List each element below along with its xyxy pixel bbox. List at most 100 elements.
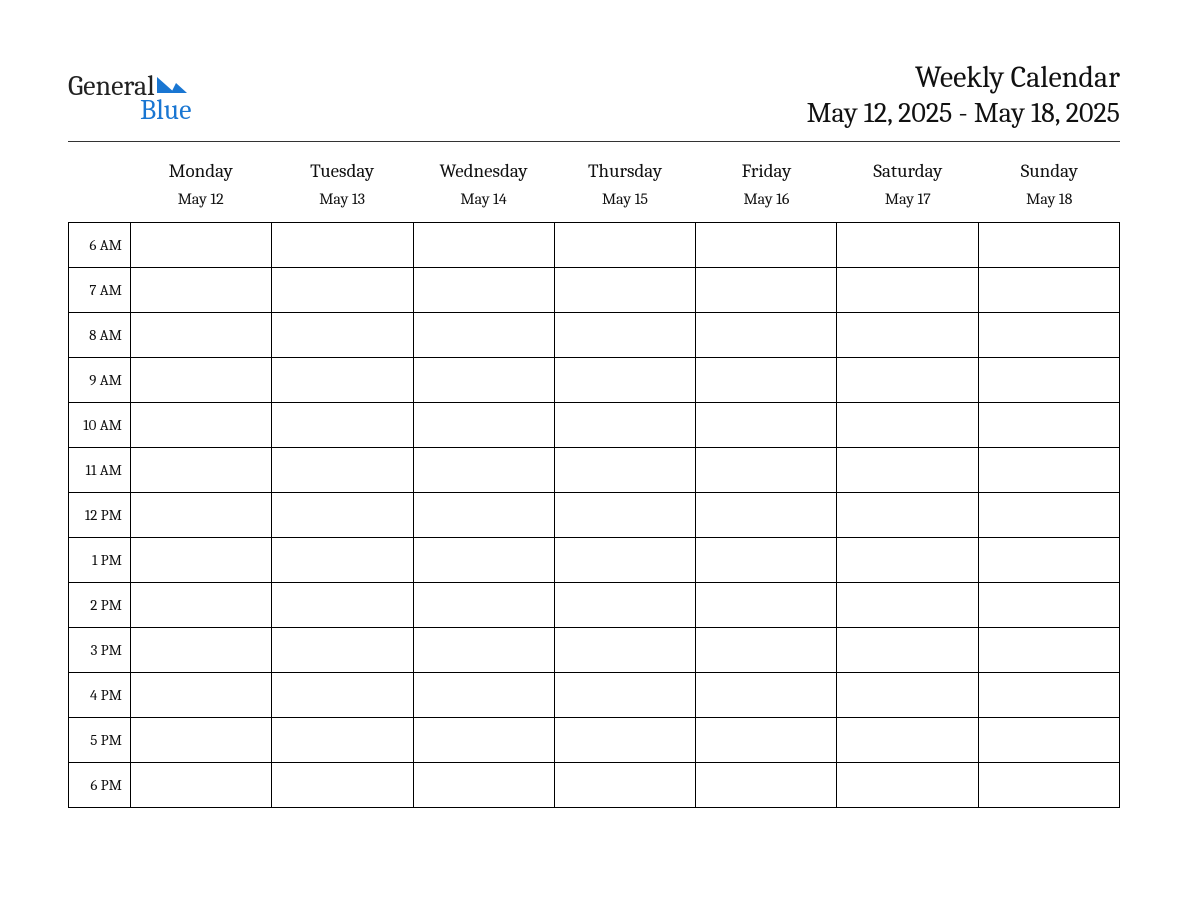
calendar-slot	[554, 357, 695, 402]
calendar-slot	[413, 717, 554, 762]
calendar-slot	[554, 492, 695, 537]
calendar-slot	[413, 312, 554, 357]
calendar-slot	[271, 582, 412, 627]
time-label: 8 AM	[68, 312, 130, 357]
day-name: Friday	[696, 160, 837, 182]
time-label: 4 PM	[68, 672, 130, 717]
page-header: General Blue Weekly Calendar May 12, 202…	[68, 60, 1120, 142]
calendar-slot	[836, 717, 977, 762]
calendar-slot	[413, 627, 554, 672]
time-label: 1 PM	[68, 537, 130, 582]
calendar-slot	[554, 312, 695, 357]
calendar-slot	[271, 267, 412, 312]
day-name: Monday	[130, 160, 271, 182]
calendar-slot	[695, 267, 836, 312]
calendar-slot	[413, 402, 554, 447]
calendar-slot	[978, 312, 1119, 357]
calendar-slot	[695, 447, 836, 492]
day-name: Wednesday	[413, 160, 554, 182]
time-label: 7 AM	[68, 267, 130, 312]
calendar-slot	[836, 357, 977, 402]
calendar: Monday May 12 Tuesday May 13 Wednesday M…	[68, 160, 1120, 808]
day-header: Wednesday May 14	[413, 160, 554, 208]
calendar-slot	[695, 312, 836, 357]
calendar-slot	[130, 357, 271, 402]
calendar-slot	[413, 672, 554, 717]
calendar-slot	[130, 717, 271, 762]
day-name: Thursday	[554, 160, 695, 182]
time-label: 2 PM	[68, 582, 130, 627]
calendar-slot	[695, 492, 836, 537]
day-name: Saturday	[837, 160, 978, 182]
calendar-slot	[978, 222, 1119, 267]
calendar-slot	[130, 447, 271, 492]
calendar-slot	[978, 672, 1119, 717]
calendar-slot	[695, 222, 836, 267]
time-label: 10 AM	[68, 402, 130, 447]
day-date: May 12	[130, 190, 271, 208]
calendar-slot	[554, 627, 695, 672]
day-header: Tuesday May 13	[271, 160, 412, 208]
calendar-slot	[695, 402, 836, 447]
calendar-slot	[695, 627, 836, 672]
day-date: May 17	[837, 190, 978, 208]
day-name: Sunday	[979, 160, 1120, 182]
time-label: 6 AM	[68, 222, 130, 267]
calendar-slot	[836, 222, 977, 267]
calendar-slot	[413, 762, 554, 807]
calendar-slot	[836, 402, 977, 447]
calendar-slot	[130, 537, 271, 582]
calendar-slot	[271, 537, 412, 582]
calendar-slot	[836, 627, 977, 672]
time-label: 3 PM	[68, 627, 130, 672]
day-header: Friday May 16	[696, 160, 837, 208]
calendar-slot	[554, 537, 695, 582]
calendar-slot	[836, 447, 977, 492]
calendar-slot	[271, 672, 412, 717]
day-date: May 16	[696, 190, 837, 208]
calendar-slot	[978, 357, 1119, 402]
calendar-slot	[271, 717, 412, 762]
calendar-slot	[130, 222, 271, 267]
calendar-slot	[978, 582, 1119, 627]
calendar-slot	[130, 672, 271, 717]
calendar-slot	[695, 762, 836, 807]
calendar-slot	[130, 582, 271, 627]
calendar-slot	[836, 582, 977, 627]
calendar-slot	[978, 267, 1119, 312]
time-label: 11 AM	[68, 447, 130, 492]
title-block: Weekly Calendar May 12, 2025 - May 18, 2…	[807, 60, 1120, 129]
day-header: Thursday May 15	[554, 160, 695, 208]
time-label: 5 PM	[68, 717, 130, 762]
calendar-slot	[130, 312, 271, 357]
calendar-slot	[554, 717, 695, 762]
time-label: 9 AM	[68, 357, 130, 402]
calendar-slot	[695, 717, 836, 762]
calendar-slot	[978, 537, 1119, 582]
time-label: 6 PM	[68, 762, 130, 807]
day-headers-row: Monday May 12 Tuesday May 13 Wednesday M…	[68, 160, 1120, 208]
date-range: May 12, 2025 - May 18, 2025	[807, 97, 1120, 129]
calendar-slot	[978, 447, 1119, 492]
calendar-slot	[271, 402, 412, 447]
calendar-slot	[130, 627, 271, 672]
calendar-slot	[554, 672, 695, 717]
time-label: 12 PM	[68, 492, 130, 537]
calendar-slot	[836, 672, 977, 717]
calendar-slot	[271, 627, 412, 672]
calendar-slot	[130, 762, 271, 807]
day-date: May 15	[554, 190, 695, 208]
calendar-slot	[413, 267, 554, 312]
calendar-slot	[978, 717, 1119, 762]
calendar-slot	[695, 582, 836, 627]
calendar-slot	[836, 492, 977, 537]
calendar-slot	[978, 402, 1119, 447]
calendar-slot	[554, 447, 695, 492]
calendar-slot	[554, 762, 695, 807]
day-header: Saturday May 17	[837, 160, 978, 208]
day-header: Monday May 12	[130, 160, 271, 208]
day-date: May 18	[979, 190, 1120, 208]
calendar-slot	[271, 357, 412, 402]
calendar-slot	[271, 492, 412, 537]
time-column-header	[68, 160, 130, 208]
